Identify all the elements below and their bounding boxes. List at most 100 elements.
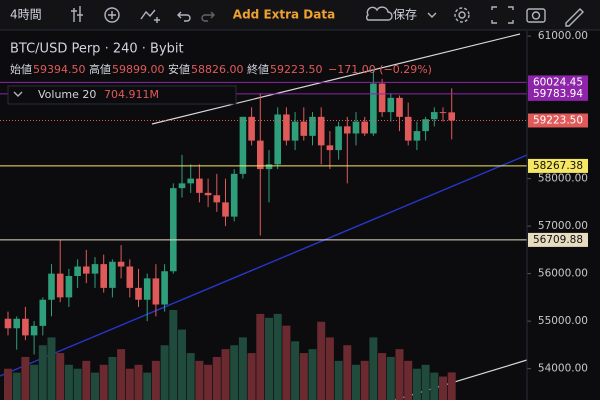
candle-body	[404, 116, 412, 141]
candle-body	[170, 188, 177, 272]
y-tick-label: 54000.00	[538, 363, 588, 375]
volume-bar	[221, 349, 230, 400]
volume-bar	[308, 349, 317, 400]
candle-body	[431, 112, 438, 120]
candle-body	[13, 318, 20, 329]
toolbar: 4時間 Add Extra Data 保存	[0, 0, 600, 31]
volume-name: Volume 20	[38, 88, 96, 101]
fullscreen-icon[interactable]	[491, 6, 514, 24]
cloud-icon[interactable]	[366, 6, 393, 21]
candle-body	[48, 273, 55, 300]
add-icon[interactable]	[104, 7, 120, 23]
candle-body	[22, 318, 29, 336]
toolbar-bg	[0, 0, 600, 30]
candle-body	[352, 121, 360, 134]
candle-body	[317, 116, 325, 146]
symbol-title: BTC/USD Perp · 240 · Bybit	[10, 42, 184, 57]
save-button[interactable]: 保存	[393, 8, 417, 22]
candle-body	[143, 278, 151, 300]
y-tick-label: 55000.00	[538, 315, 588, 327]
volume-bar	[30, 364, 39, 400]
volume-bar	[291, 341, 300, 400]
settings-icon[interactable]	[454, 7, 470, 23]
ohlc-label: 高値	[89, 62, 111, 76]
volume-bar	[204, 364, 213, 400]
volume-bar	[317, 321, 326, 400]
volume-bar	[378, 353, 387, 400]
volume-bar	[38, 345, 47, 400]
volume-bar	[404, 360, 413, 400]
ohlc-value: 59899.00	[112, 63, 165, 76]
candle-body	[239, 116, 247, 174]
interval-button[interactable]: 4時間	[10, 8, 42, 22]
volume-bar	[169, 310, 178, 400]
volume-bar	[4, 368, 12, 400]
candle-body	[222, 202, 229, 217]
volume-bar	[47, 337, 56, 400]
candle-body	[291, 121, 299, 141]
add-data-button[interactable]: Add Extra Data	[233, 8, 335, 22]
volume-bar	[21, 356, 30, 400]
volume-bar	[186, 353, 195, 400]
candle-body	[39, 299, 47, 326]
volume-bar	[395, 349, 404, 400]
undo-icon[interactable]	[177, 11, 191, 22]
candle-body	[196, 178, 203, 193]
candle-body	[413, 131, 421, 141]
candle-body	[370, 83, 377, 134]
redo-icon[interactable]	[201, 11, 215, 22]
volume-bar	[439, 376, 447, 400]
price-label-box	[528, 86, 588, 101]
volume-bar	[12, 372, 21, 400]
volume-bar	[247, 353, 256, 400]
candle-body	[248, 116, 255, 141]
price-label-box	[528, 232, 588, 247]
candle-body	[65, 276, 73, 298]
ohlc-value: 59223.50	[270, 63, 323, 76]
ohlc-change: −171.00 (−0.29%)	[328, 63, 432, 76]
volume-bar	[430, 372, 439, 400]
save-menu-icon[interactable]	[427, 12, 437, 18]
candle-body	[56, 273, 64, 298]
collapse-icon[interactable]	[13, 91, 23, 97]
price-label-box	[528, 75, 588, 90]
candle-body	[387, 97, 395, 113]
ohlc-value: 58826.00	[191, 63, 244, 76]
candle-body	[283, 114, 290, 141]
candle-body	[439, 112, 447, 114]
legend: BTC/USD Perp · 240 · Bybit 始値59394.50 高値…	[7, 42, 432, 105]
candle-body	[100, 264, 107, 288]
price-label: 60024.45	[533, 76, 583, 88]
candle-body	[30, 325, 38, 336]
snapshot-icon[interactable]	[526, 8, 546, 23]
volume-bar	[412, 368, 421, 400]
volume-bar	[99, 364, 108, 400]
volume-bar	[64, 364, 73, 400]
volume-bar	[299, 353, 308, 400]
volume-bar	[125, 368, 134, 400]
candle-body	[117, 261, 125, 267]
price-label: 59783.94	[533, 88, 583, 100]
candle-body	[344, 126, 351, 134]
candle-body	[152, 278, 160, 305]
candle-body	[204, 192, 212, 196]
volume-bar	[151, 360, 160, 400]
volume-bar	[195, 360, 204, 400]
candle-body	[135, 287, 142, 300]
volume-legend-box	[7, 85, 237, 105]
draw-icon[interactable]	[565, 8, 584, 27]
compare-icon[interactable]	[140, 9, 160, 23]
volume-bar	[369, 337, 378, 400]
volume-bar	[256, 313, 265, 400]
volume-bar	[273, 313, 282, 400]
candle-body	[230, 173, 238, 217]
volume-bar	[343, 345, 352, 400]
volume-bar	[82, 360, 91, 400]
indicator-icon[interactable]	[71, 6, 83, 22]
candle-body	[178, 183, 186, 189]
volume-bar	[282, 325, 291, 400]
candle-body	[74, 266, 81, 277]
